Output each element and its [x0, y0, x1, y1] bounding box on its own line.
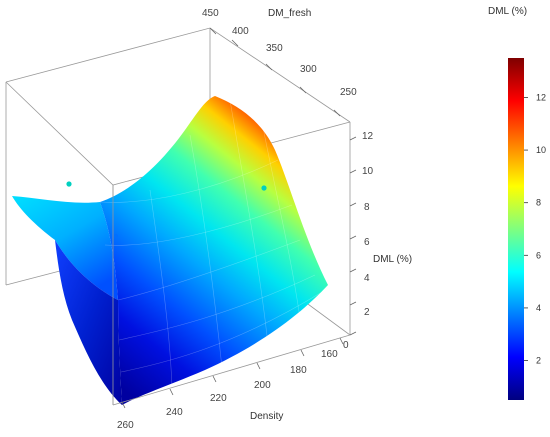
colorbar-tick-label: 8 [536, 198, 541, 208]
tick-label-x: 240 [166, 407, 183, 418]
tick-label-x: 220 [210, 393, 227, 404]
colorbar-tick-label: 10 [536, 145, 546, 155]
tick-label-z: 12 [362, 131, 374, 142]
surface-main [100, 96, 328, 405]
colorbar-tick-label: 12 [536, 92, 546, 102]
colorbar-gradient [508, 58, 524, 400]
tick-label-y: 350 [266, 43, 283, 54]
axis-title-z: DML (%) [373, 254, 412, 265]
surface [12, 96, 328, 405]
tick-label-z: 2 [364, 307, 370, 318]
plot-box-front [112, 185, 351, 406]
tick-label-z: 0 [343, 340, 349, 351]
axis-title-x: Density [250, 411, 283, 422]
tick-label-z: 4 [364, 273, 370, 284]
colorbar: DML (%) 2 4 6 8 10 12 [488, 6, 546, 400]
surface-left-lobe [12, 196, 118, 300]
data-points [66, 181, 267, 238]
data-point [114, 234, 118, 238]
tick-label-x: 200 [254, 380, 271, 391]
tick-label-x: 180 [290, 365, 307, 376]
axis-title-y: DM_fresh [268, 8, 311, 19]
tick-label-z: 8 [364, 202, 370, 213]
data-point [66, 181, 72, 187]
surface-wireframe [99, 99, 323, 389]
data-point [261, 185, 267, 191]
tick-label-y: 400 [232, 26, 249, 37]
colorbar-ticks: 2 4 6 8 10 12 [524, 92, 546, 366]
colorbar-tick-label: 2 [536, 356, 541, 366]
axis-ticks [121, 27, 357, 409]
colorbar-tick-label: 6 [536, 250, 541, 260]
tick-label-y: 450 [202, 8, 219, 19]
tick-label-x: 160 [321, 349, 338, 360]
tick-label-z: 10 [362, 166, 374, 177]
colorbar-tick-label: 4 [536, 303, 541, 313]
box-back-top-edge [5, 27, 351, 123]
tick-label-x: 260 [117, 420, 134, 431]
surface-front-skirt [55, 240, 122, 405]
tick-label-y: 300 [300, 64, 317, 75]
colorbar-title: DML (%) [488, 6, 527, 17]
tick-label-y: 250 [340, 87, 357, 98]
tick-label-z: 6 [364, 237, 370, 248]
